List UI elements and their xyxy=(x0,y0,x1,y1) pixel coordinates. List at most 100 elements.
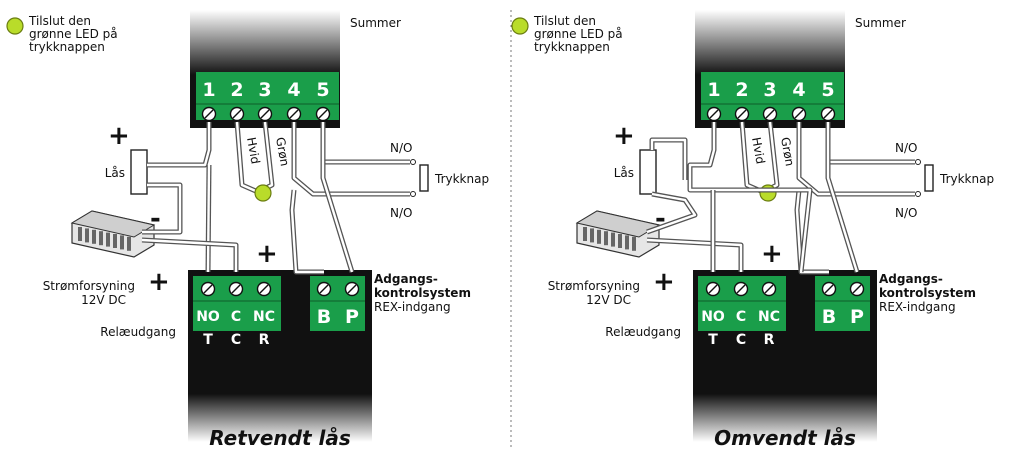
push-button-icon xyxy=(419,164,429,192)
relay-terminal-sub: C xyxy=(231,332,241,348)
minus-sign: - xyxy=(150,204,161,234)
rex-terminal-label: P xyxy=(850,306,864,328)
psu-top xyxy=(70,210,156,238)
psu-label-line2: 12V DC xyxy=(586,293,631,307)
wire-lock-top xyxy=(649,137,688,180)
access-title-line2: kontrolsystem xyxy=(374,286,471,300)
psu-top xyxy=(575,210,661,238)
access-title-line1: Adgangs- xyxy=(879,272,943,286)
diagram-caption: Omvendt lås xyxy=(714,426,856,450)
rex-terminal-label: P xyxy=(345,306,359,328)
relay-terminal-sub: R xyxy=(764,332,775,348)
wire-t5-rex-p-core xyxy=(826,122,859,273)
relay-terminal-sub: C xyxy=(736,332,746,348)
screw-terminal-icon-slot xyxy=(764,284,774,294)
screw-terminal-icon-slot xyxy=(260,109,270,119)
wire-lock-psu-minus-core xyxy=(646,192,697,234)
wire-t1-rex-core xyxy=(688,122,812,273)
push-button-label: Trykknap xyxy=(434,172,489,186)
terminal-number: 1 xyxy=(707,79,720,101)
power-supply-icon xyxy=(70,210,156,258)
diagram-caption: Retvendt lås xyxy=(209,426,351,450)
push-button-label: Trykknap xyxy=(939,172,994,186)
led-icon xyxy=(759,184,777,202)
screw-terminal-icon-slot xyxy=(823,109,833,119)
wire-t5-rex-p-core xyxy=(321,122,354,273)
wire-green-label: Grøn xyxy=(273,136,292,167)
rex-terminal-label: B xyxy=(822,306,836,328)
led-note-line: grønne LED på xyxy=(29,27,118,41)
relay-terminal-label: C xyxy=(231,309,241,325)
pb-contact-top xyxy=(915,159,921,165)
buzzer-label: Summer xyxy=(350,16,401,30)
wire-t4-pushbutton xyxy=(796,122,915,197)
lock-icon xyxy=(130,149,148,195)
pb-contact-bottom xyxy=(915,191,921,197)
plus-sign-psu-a: + xyxy=(256,239,278,269)
led-note-line: trykknappen xyxy=(534,40,610,54)
psu-fin xyxy=(113,234,117,248)
access-subtitle: REX-indgang xyxy=(374,300,451,314)
psu-fin xyxy=(611,232,615,247)
rex-terminal-label: B xyxy=(317,306,331,328)
relay-terminal-label: NO xyxy=(196,309,220,325)
screw-terminal-icon-slot xyxy=(824,284,834,294)
screw-terminal-icon-slot xyxy=(318,109,328,119)
screw-terminal-icon-slot xyxy=(737,109,747,119)
psu-fin xyxy=(632,236,636,251)
access-title-line1: Adgangs- xyxy=(374,272,438,286)
plus-sign-lock: + xyxy=(613,121,635,151)
screw-terminal-icon-slot xyxy=(289,109,299,119)
wire-psu-plus-relay-c-core xyxy=(141,238,238,272)
lock-icon xyxy=(639,149,657,195)
led-icon xyxy=(511,17,529,35)
screw-terminal-icon-slot xyxy=(204,109,214,119)
psu-fin xyxy=(597,229,601,244)
wire-t4-rex-b-core xyxy=(795,189,829,274)
wire-t4-pushbutton-core xyxy=(797,122,915,196)
relay-terminal-sub: T xyxy=(708,332,718,348)
led-note-line: Tilslut den xyxy=(533,14,596,28)
relay-terminal-sub: T xyxy=(203,332,213,348)
led-icon xyxy=(6,17,24,35)
screw-terminal-icon-slot xyxy=(765,109,775,119)
relay-terminal-label: NC xyxy=(758,309,780,325)
plus-sign-lock: + xyxy=(108,121,130,151)
led-icon xyxy=(254,184,272,202)
wire-t1-lock xyxy=(147,122,212,168)
psu-label-line1: Strømforsyning xyxy=(43,279,135,293)
no-label-bottom: N/O xyxy=(390,206,412,220)
psu-fin xyxy=(99,231,103,246)
psu-label-line1: Strømforsyning xyxy=(548,279,640,293)
psu-fin xyxy=(618,234,622,248)
psu-fin xyxy=(78,227,82,241)
terminal-number: 4 xyxy=(792,79,805,101)
wire-green-label: Grøn xyxy=(778,136,797,167)
relay-output-label: Relæudgang xyxy=(100,325,176,339)
terminal-number: 2 xyxy=(735,79,748,101)
wire-white-label: Hvid xyxy=(749,136,767,165)
push-button-icon xyxy=(924,164,934,192)
screw-terminal-icon-slot xyxy=(232,109,242,119)
terminal-number: 5 xyxy=(316,79,329,101)
relay-output-label: Relæudgang xyxy=(605,325,681,339)
wire-lock-psu-minus-core xyxy=(142,183,182,234)
led-note-line: Tilslut den xyxy=(28,14,91,28)
wire-lock-top-core xyxy=(650,138,687,180)
led-note-line: grønne LED på xyxy=(534,27,623,41)
relay-terminal-label: NC xyxy=(253,309,275,325)
relay-terminal-sub: R xyxy=(259,332,270,348)
psu-fin xyxy=(85,228,89,243)
psu-fin xyxy=(120,235,124,250)
screw-terminal-icon-slot xyxy=(708,284,718,294)
power-supply-icon xyxy=(575,210,661,258)
screw-terminal-icon-slot xyxy=(347,284,357,294)
relay-terminal-label: NO xyxy=(701,309,725,325)
screw-terminal-icon-slot xyxy=(709,109,719,119)
wire-t4-pushbutton-core xyxy=(292,122,410,196)
wire-t4-rex-b xyxy=(289,189,324,275)
screw-terminal-icon-slot xyxy=(203,284,213,294)
screw-terminal-icon-slot xyxy=(319,284,329,294)
